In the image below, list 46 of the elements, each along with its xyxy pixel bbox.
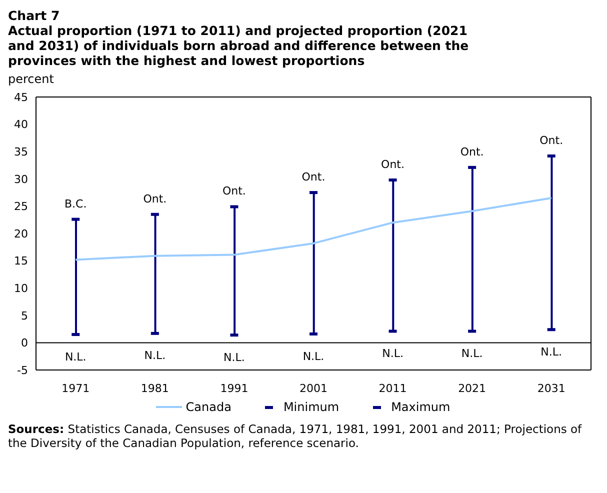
annotation: Ont. <box>540 134 564 147</box>
bar <box>392 180 394 332</box>
annotation: Ont. <box>460 145 484 158</box>
annotation: N.L. <box>382 347 404 360</box>
annotation: Ont. <box>302 170 326 184</box>
annotation: Ont. <box>222 184 246 198</box>
y-tick-label: 40 <box>14 118 28 132</box>
y-tick-label: 10 <box>14 282 28 296</box>
legend-label: Maximum <box>391 400 450 414</box>
annotation: N.L. <box>461 347 483 360</box>
x-tick-label: 2021 <box>458 382 486 395</box>
y-tick-label: 30 <box>14 172 28 186</box>
bar <box>75 219 77 335</box>
annotation: Ont. <box>381 158 405 171</box>
annotation: N.L. <box>540 345 562 358</box>
bar <box>234 206 236 336</box>
x-tick-label: 2011 <box>378 382 407 395</box>
annotation: B.C. <box>64 197 87 210</box>
x-tick-label: 2001 <box>300 382 328 395</box>
x-tick-label: 1981 <box>140 382 169 395</box>
y-tick-label: 15 <box>14 254 28 268</box>
legend-label: Minimum <box>283 400 340 414</box>
annotation: Ont. <box>143 192 167 206</box>
chart-title: Chart 7 <box>8 8 61 23</box>
bar <box>471 167 474 332</box>
chart-subtitle: Actual proportion (1971 to 2011) and projected proportion (2021 and 2031) of individuals born abroad and difference between the provinces with the highest and lowest proportions <box>8 23 470 68</box>
bar <box>312 192 315 334</box>
annotation: N.L. <box>302 350 324 363</box>
x-tick-label: 2031 <box>537 382 566 395</box>
y-tick-label: 45 <box>14 90 28 104</box>
y-tick-label: 25 <box>14 200 28 214</box>
y-tick-label: 5 <box>21 309 28 322</box>
x-tick-label: 1971 <box>62 382 90 395</box>
y-tick-label: -5 <box>17 364 28 377</box>
y-axis-title: percent <box>8 72 55 86</box>
bar <box>154 214 156 334</box>
legend-label: Canada <box>186 400 232 414</box>
bar <box>550 156 553 330</box>
y-tick-label: 0 <box>21 336 28 350</box>
y-tick-label: 35 <box>14 146 28 159</box>
source-note: Sources: Statistics Canada, Censuses of Canada, 1971, 1981, 1991, 2001 and 2011; Projections of the Diversity of the Canadian Population, reference scenario. <box>8 422 583 450</box>
annotation: N.L. <box>224 350 245 364</box>
annotation: N.L. <box>144 349 166 362</box>
annotation: N.L. <box>64 350 86 364</box>
x-tick-label: 1991 <box>220 382 248 395</box>
y-tick-label: 20 <box>14 227 28 240</box>
